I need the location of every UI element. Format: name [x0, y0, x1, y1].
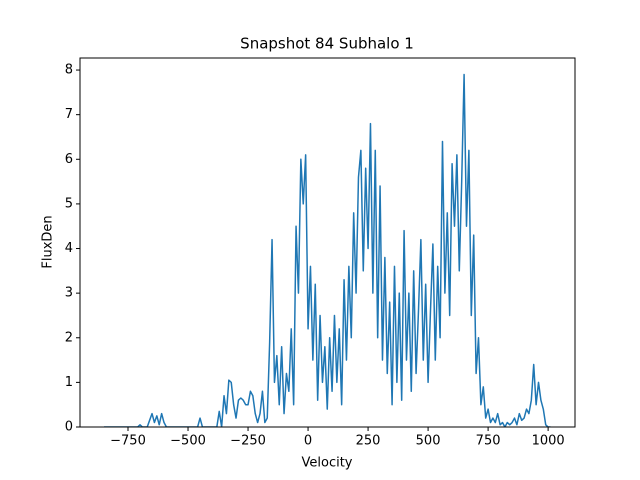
- x-tick-label: 0: [304, 434, 312, 449]
- y-tick-label: 5: [65, 196, 73, 211]
- y-tick-label: 8: [65, 63, 73, 78]
- y-tick-label: 2: [65, 330, 73, 345]
- x-tick-label: 250: [356, 434, 381, 449]
- x-tick-label: 750: [476, 434, 501, 449]
- data-line: [104, 73, 551, 427]
- x-tick-label: −750: [110, 434, 146, 449]
- chart-title: Snapshot 84 Subhalo 1: [240, 35, 414, 53]
- y-tick-label: 0: [65, 420, 73, 435]
- y-tick-label: 4: [65, 241, 73, 256]
- x-axis-label: Velocity: [302, 456, 353, 471]
- y-tick-label: 1: [65, 375, 73, 390]
- x-tick-label: 500: [416, 434, 441, 449]
- y-tick-label: 7: [65, 107, 73, 122]
- x-tick-label: 1000: [532, 434, 565, 449]
- x-tick-label: −500: [170, 434, 206, 449]
- plot-frame: [79, 57, 576, 428]
- y-tick-label: 6: [65, 152, 73, 167]
- y-axis-label: FluxDen: [41, 215, 56, 268]
- y-tick-label: 3: [65, 286, 73, 301]
- x-tick-label: −250: [230, 434, 266, 449]
